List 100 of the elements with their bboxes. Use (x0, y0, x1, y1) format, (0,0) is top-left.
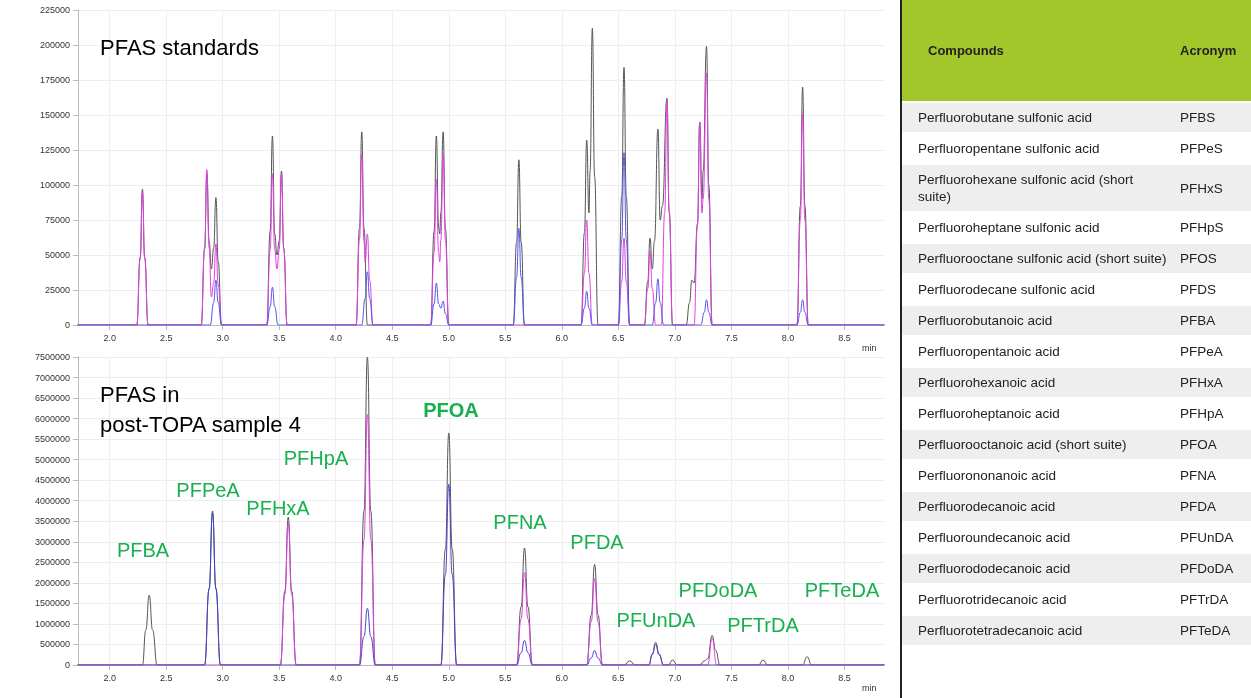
annotation: PFDoDA (678, 579, 759, 601)
y-tick-label: 200000 (39, 40, 70, 50)
y-tick-label: 4500000 (34, 475, 70, 486)
category-label: PFHpA (1180, 406, 1224, 421)
y-tick-label: 150000 (39, 110, 70, 120)
y-tick-label: 500000 (39, 639, 70, 650)
category-label: PFHxA (1180, 375, 1223, 390)
x-tick-label: 3.5 (272, 672, 286, 683)
category-label: Perfluorodecane sulfonic acid (918, 282, 1096, 297)
y-tick-label: 0 (64, 660, 70, 670)
y-tick-label: 1000000 (34, 618, 70, 629)
text: PFAS in post-TOPA sample 4 (100, 381, 301, 437)
x-axis-title: min (862, 342, 877, 353)
category-label: Acronym (1174, 0, 1251, 102)
y-tick-label: 100000 (39, 180, 70, 190)
category-label: PFPeS (1180, 141, 1223, 156)
category-label: PFDS (1180, 282, 1217, 297)
y-tick-label: 7000000 (34, 372, 70, 383)
y-tick-label: 5000000 (34, 454, 70, 465)
x-tick-label: 7.0 (668, 332, 682, 343)
annotation: PFOA (423, 399, 479, 421)
category-label: PFBS (1180, 110, 1216, 125)
category-label: Perfluorotridecanoic acid (918, 592, 1067, 607)
x-tick-label: 6.5 (612, 332, 625, 343)
category-label: Perfluorohexane sulfonic acid (short suite) (918, 172, 1134, 204)
y-tick-label: 7500000 (34, 352, 70, 362)
category-label: PFDA (1180, 499, 1217, 514)
category-label: PFHpS (1180, 220, 1224, 235)
category-label: Perfluorohexanoic acid (918, 375, 1056, 390)
y-tick-label: 3500000 (34, 516, 70, 527)
x-tick-label: 4.5 (386, 332, 399, 343)
annotation: PFUnDA (616, 609, 697, 631)
category-label: Perfluoroundecanoic acid (918, 530, 1071, 545)
category-label: PFUnDA (1180, 530, 1234, 545)
x-tick-label: 4.0 (329, 672, 342, 683)
annotation: PFHxA (246, 497, 311, 519)
x-axis-title: min (862, 682, 877, 693)
y-tick-label: 2500000 (34, 557, 70, 568)
category-label: PFTrDA (1180, 592, 1229, 607)
x-tick-label: 8.5 (838, 332, 851, 343)
category-label: Perfluorobutanoic acid (918, 313, 1053, 328)
x-tick-label: 7.5 (725, 672, 738, 683)
category-label: PFPeA (1180, 344, 1223, 359)
category-label: PFHxS (1180, 180, 1223, 196)
category-label: Perfluoroheptanoic acid (918, 406, 1060, 421)
y-tick-label: 2000000 (34, 577, 70, 588)
category-label: Perfluorobutane sulfonic acid (918, 110, 1093, 125)
x-tick-label: 2.5 (159, 672, 173, 683)
annotation: PFPeA (176, 479, 241, 501)
y-tick-label: 6500000 (34, 393, 70, 404)
x-tick-label: 6.0 (555, 332, 569, 343)
x-tick-label: 2.0 (103, 672, 116, 683)
annotation: PFTeDA (804, 579, 880, 601)
y-tick-label: 5500000 (34, 434, 70, 445)
category-label: Perfluorotetradecanoic acid (918, 623, 1083, 638)
category-label: Perfluorododecanoic acid (918, 561, 1071, 576)
category-label: PFBA (1180, 313, 1216, 328)
category-label: PFOA (1180, 437, 1217, 452)
x-tick-label: 7.0 (668, 672, 682, 683)
x-tick-label: 2.0 (103, 332, 116, 343)
x-tick-label: 4.0 (329, 332, 342, 343)
category-label: Perfluorooctane sulfonic acid (short suite) (918, 251, 1167, 266)
y-tick-label: 75000 (44, 215, 70, 225)
y-tick-label: 0 (64, 320, 70, 330)
y-tick-label: 3000000 (34, 536, 70, 547)
x-tick-label: 4.5 (386, 672, 399, 683)
category-label: Perfluorononanoic acid (918, 468, 1057, 483)
y-tick-label: 50000 (44, 250, 70, 260)
category-label: Perfluoroheptane sulfonic acid (918, 220, 1100, 235)
y-tick-label: 6000000 (34, 413, 70, 424)
category-label: PFOS (1180, 251, 1217, 266)
x-tick-label: 6.5 (612, 672, 625, 683)
x-tick-label: 3.5 (272, 332, 286, 343)
x-tick-label: 3.0 (216, 332, 229, 343)
category-label: PFTeDA (1180, 623, 1231, 638)
x-tick-label: 5.0 (442, 672, 456, 683)
y-tick-label: 25000 (44, 285, 70, 295)
x-tick-label: 5.5 (499, 332, 512, 343)
category-label: Compounds (902, 0, 1174, 102)
x-tick-label: 2.5 (159, 332, 173, 343)
category-label: PFDoDA (1180, 561, 1234, 576)
y-tick-label: 225000 (39, 5, 70, 15)
text: PFAS standards (100, 34, 259, 60)
x-tick-label: 5.0 (442, 332, 456, 343)
category-label: PFNA (1180, 468, 1217, 483)
y-tick-label: 125000 (39, 145, 70, 155)
x-tick-label: 5.5 (499, 672, 512, 683)
y-tick-label: 4000000 (34, 495, 70, 506)
category-label: Perfluorooctanoic acid (short suite) (918, 437, 1127, 452)
x-tick-label: 8.0 (781, 672, 795, 683)
y-tick-label: 1500000 (34, 598, 70, 609)
annotation: PFBA (116, 539, 170, 561)
annotation: PFDA (570, 531, 625, 553)
annotation: PFHpA (283, 447, 349, 469)
y-tick-label: 175000 (39, 75, 70, 85)
annotation: PFNA (493, 511, 548, 533)
x-tick-label: 6.0 (555, 672, 569, 683)
category-label: Perfluoropentanoic acid (918, 344, 1060, 359)
x-tick-label: 8.5 (838, 672, 851, 683)
category-label: Perfluorodecanoic acid (918, 499, 1056, 514)
